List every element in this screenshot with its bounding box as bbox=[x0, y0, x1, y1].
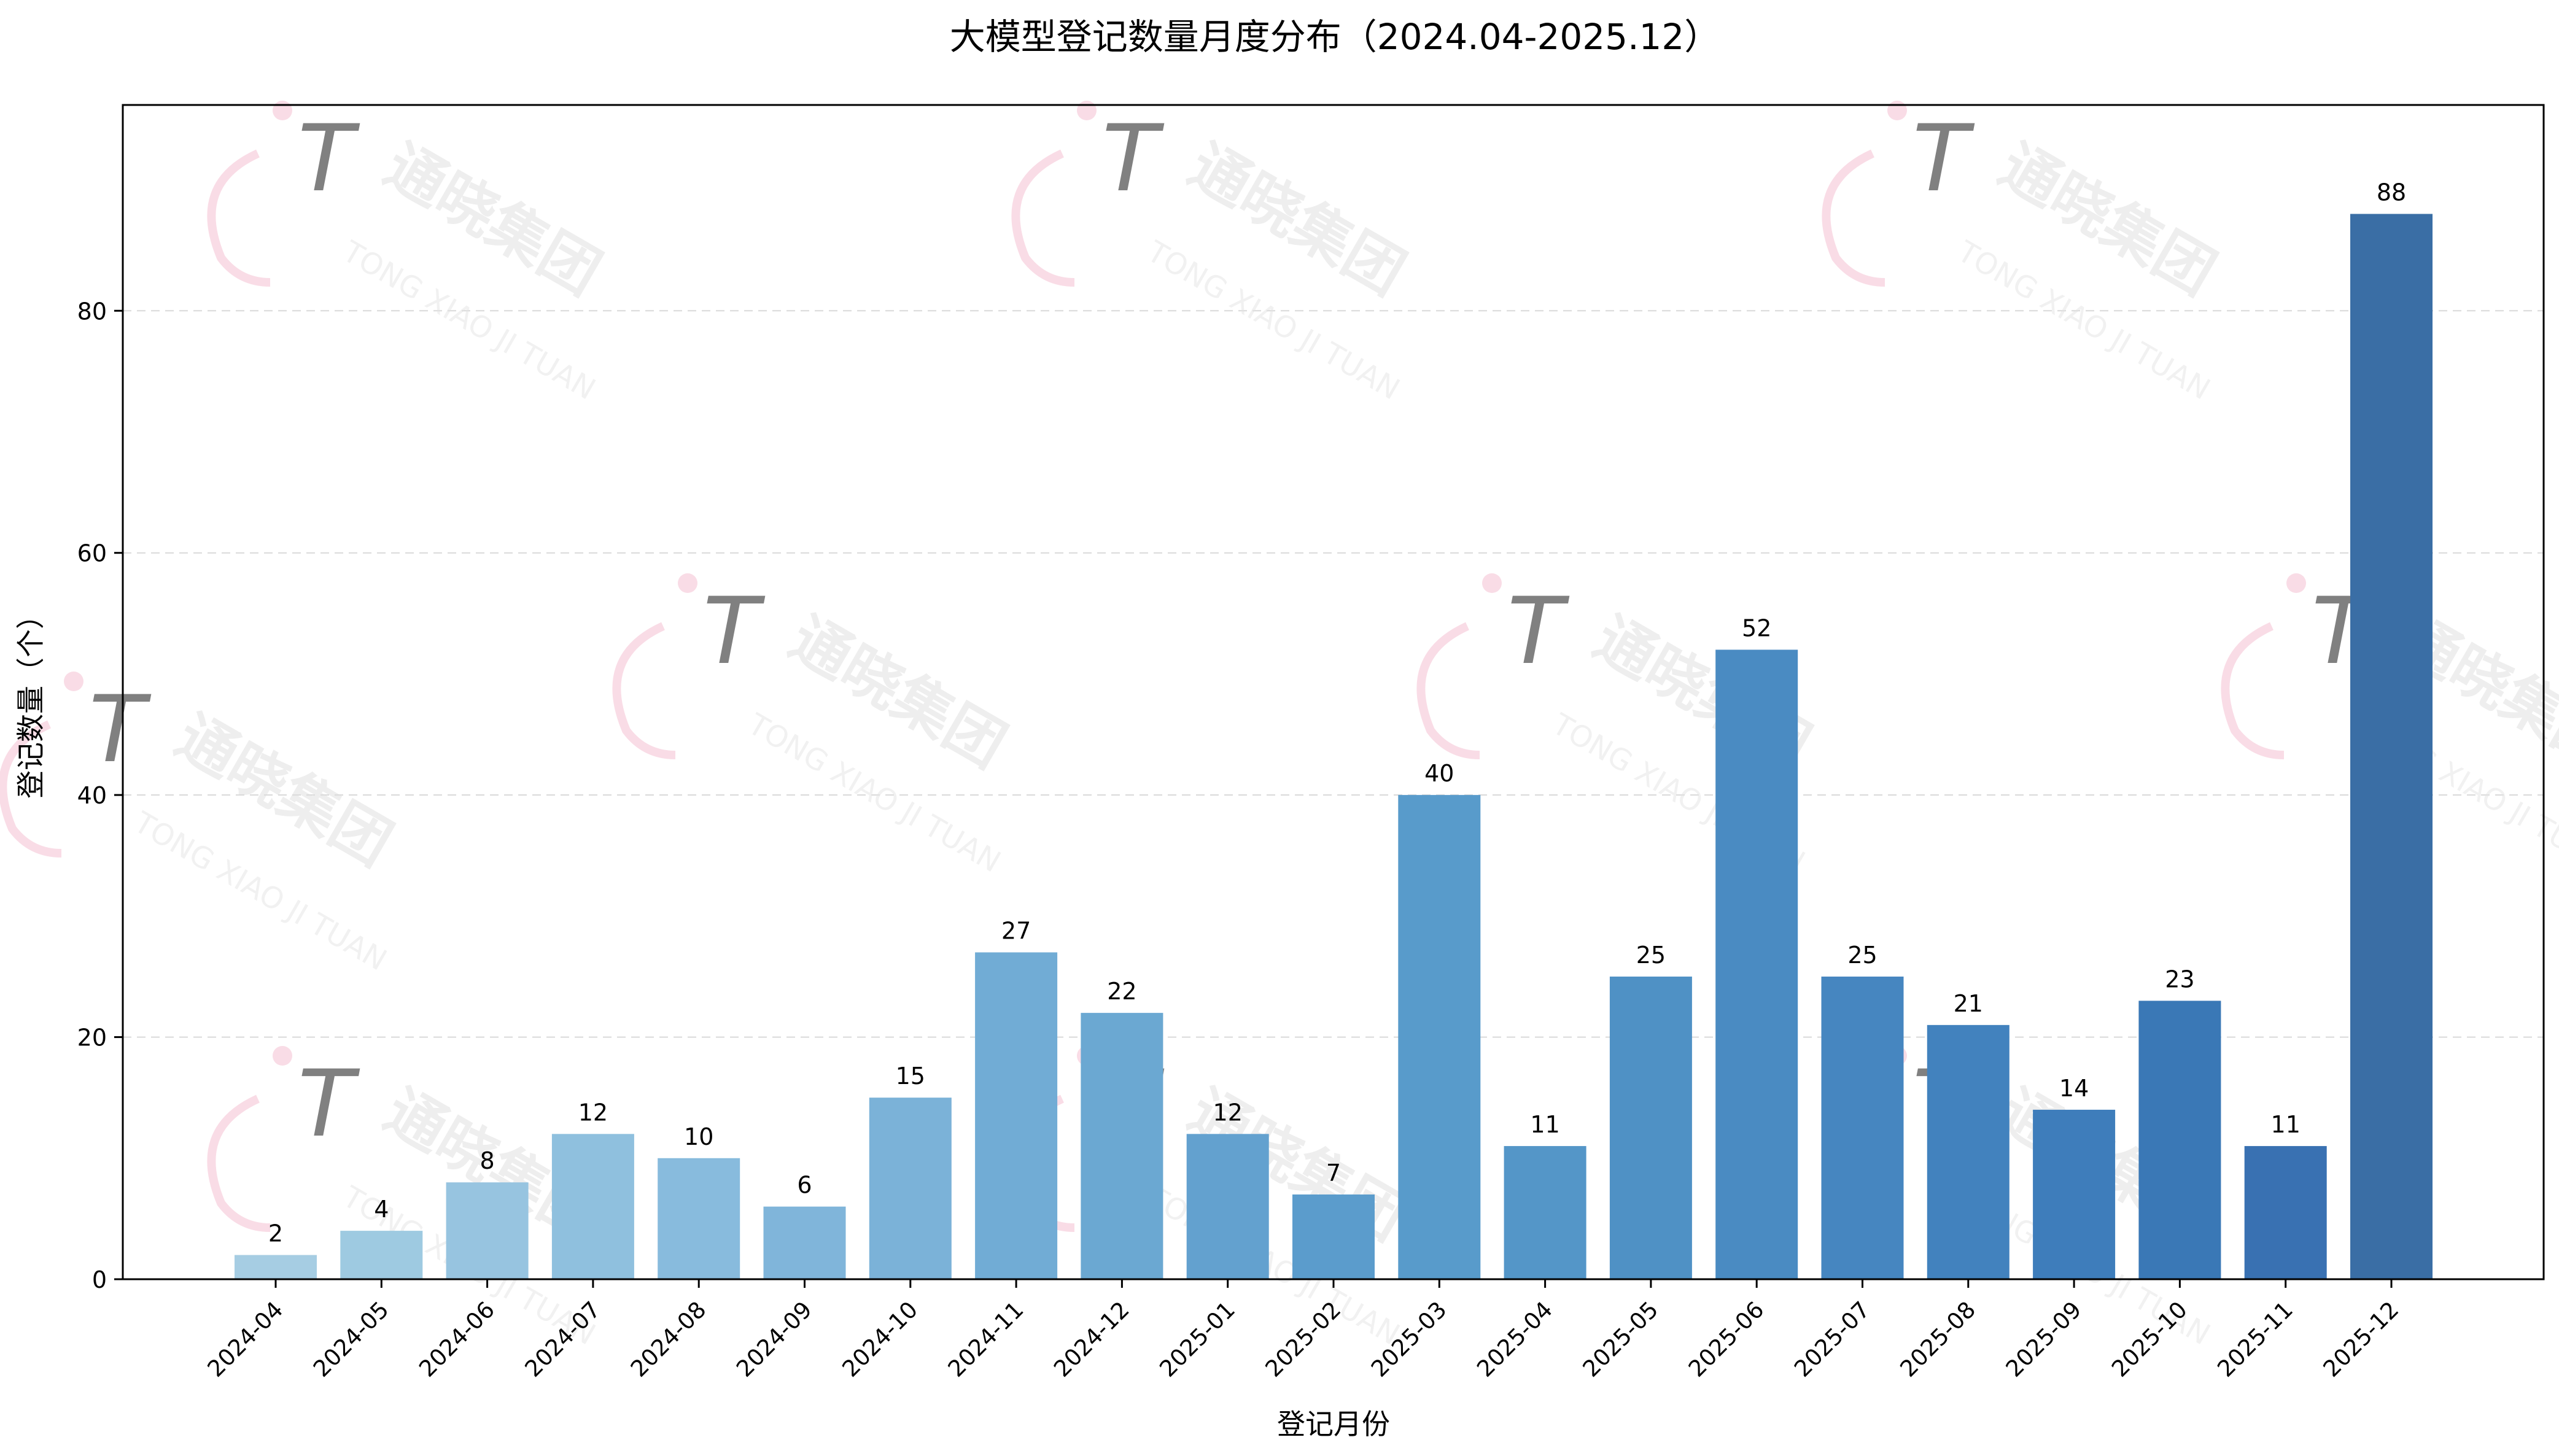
y-tick-label: 0 bbox=[92, 1266, 107, 1293]
bar-value-label: 15 bbox=[896, 1063, 925, 1090]
bar bbox=[1081, 1013, 1163, 1279]
bar-value-label: 27 bbox=[1001, 918, 1031, 945]
watermark-logo-icon bbox=[612, 622, 676, 759]
watermark-logo-icon bbox=[0, 720, 62, 858]
bar bbox=[1715, 649, 1798, 1279]
watermark-logo-letter-icon: T bbox=[1912, 106, 1975, 212]
bar bbox=[2033, 1109, 2116, 1279]
grid-lines bbox=[123, 310, 2544, 1038]
bar-value-label: 40 bbox=[1424, 760, 1454, 787]
watermark-logo-icon bbox=[1011, 149, 1075, 287]
bar bbox=[235, 1255, 317, 1279]
bar-value-label: 25 bbox=[1847, 942, 1877, 969]
chart-title: 大模型登记数量月度分布（2024.04-2025.12） bbox=[950, 16, 1720, 58]
bar-value-label: 4 bbox=[374, 1196, 389, 1223]
watermark-logo-letter-icon: T bbox=[1102, 106, 1165, 212]
bar bbox=[975, 952, 1058, 1279]
y-axis: 0 20 40 60 80 bbox=[77, 298, 123, 1293]
bar bbox=[763, 1206, 846, 1279]
bar bbox=[2350, 214, 2433, 1279]
data-labels: 2 4 8 12 10 6 15 27 22 12 7 40 11 25 52 25 21 14 23 11 88 bbox=[268, 179, 2406, 1247]
watermark-logo-dot-icon bbox=[1482, 573, 1502, 593]
bar bbox=[1609, 976, 1692, 1279]
watermark-logo-icon bbox=[207, 1094, 271, 1232]
y-tick-label: 60 bbox=[77, 540, 107, 567]
bar bbox=[446, 1182, 529, 1279]
bars bbox=[235, 214, 2433, 1279]
watermark-logo-icon bbox=[2221, 622, 2285, 759]
bar bbox=[1398, 795, 1481, 1279]
bar-value-label: 6 bbox=[797, 1172, 812, 1199]
bar-value-label: 14 bbox=[2059, 1075, 2089, 1102]
y-axis-label: 登记数量（个） bbox=[14, 601, 47, 799]
bar-value-label: 12 bbox=[578, 1099, 608, 1126]
watermark-logo-dot-icon bbox=[64, 672, 83, 691]
watermark-logo-letter-icon: T bbox=[1507, 578, 1570, 685]
watermark-logo-letter-icon: T bbox=[703, 578, 766, 685]
watermark-logo-dot-icon bbox=[1887, 101, 1907, 120]
bar bbox=[869, 1098, 952, 1279]
bar-value-label: 21 bbox=[1954, 990, 1983, 1017]
bar-value-label: 11 bbox=[1530, 1111, 1559, 1138]
watermark-logo-icon bbox=[1822, 149, 1885, 287]
watermark-logo-dot-icon bbox=[2286, 573, 2306, 593]
bar-value-label: 11 bbox=[2271, 1111, 2301, 1138]
bar-value-label: 12 bbox=[1213, 1099, 1243, 1126]
bar-value-label: 7 bbox=[1326, 1160, 1341, 1187]
bar bbox=[1927, 1024, 2010, 1279]
bar-value-label: 2 bbox=[268, 1220, 283, 1247]
bar bbox=[340, 1231, 423, 1279]
bar bbox=[1821, 976, 1904, 1279]
watermark-logo-icon bbox=[207, 149, 271, 287]
watermark-logo-dot-icon bbox=[1077, 101, 1097, 120]
bar bbox=[1186, 1134, 1269, 1279]
bar-value-label: 10 bbox=[684, 1123, 713, 1150]
watermark-logo-letter-icon: T bbox=[298, 106, 360, 212]
bar-value-label: 23 bbox=[2165, 966, 2194, 993]
bar bbox=[658, 1158, 740, 1279]
watermark-logo-letter-icon: T bbox=[89, 676, 152, 783]
y-tick-label: 20 bbox=[77, 1024, 107, 1051]
y-tick-label: 80 bbox=[77, 298, 107, 325]
watermark-logo-letter-icon: T bbox=[298, 1051, 360, 1158]
bar-value-label: 25 bbox=[1636, 942, 1666, 969]
bar-value-label: 8 bbox=[480, 1147, 495, 1174]
watermark-logo-dot-icon bbox=[273, 1046, 292, 1066]
bar bbox=[2138, 1001, 2221, 1279]
watermark-logo-icon bbox=[1416, 622, 1480, 759]
bar-value-label: 22 bbox=[1107, 978, 1136, 1005]
bar bbox=[551, 1134, 634, 1279]
bar-value-label: 52 bbox=[1742, 614, 1771, 641]
bar bbox=[1292, 1194, 1375, 1279]
bar bbox=[1504, 1146, 1586, 1279]
y-tick-label: 40 bbox=[77, 782, 107, 809]
bar bbox=[2244, 1146, 2327, 1279]
watermark-logo-dot-icon bbox=[678, 573, 697, 593]
x-axis-label: 登记月份 bbox=[1277, 1408, 1390, 1441]
bar-value-label: 88 bbox=[2377, 179, 2406, 206]
watermark-logo-dot-icon bbox=[273, 101, 292, 120]
